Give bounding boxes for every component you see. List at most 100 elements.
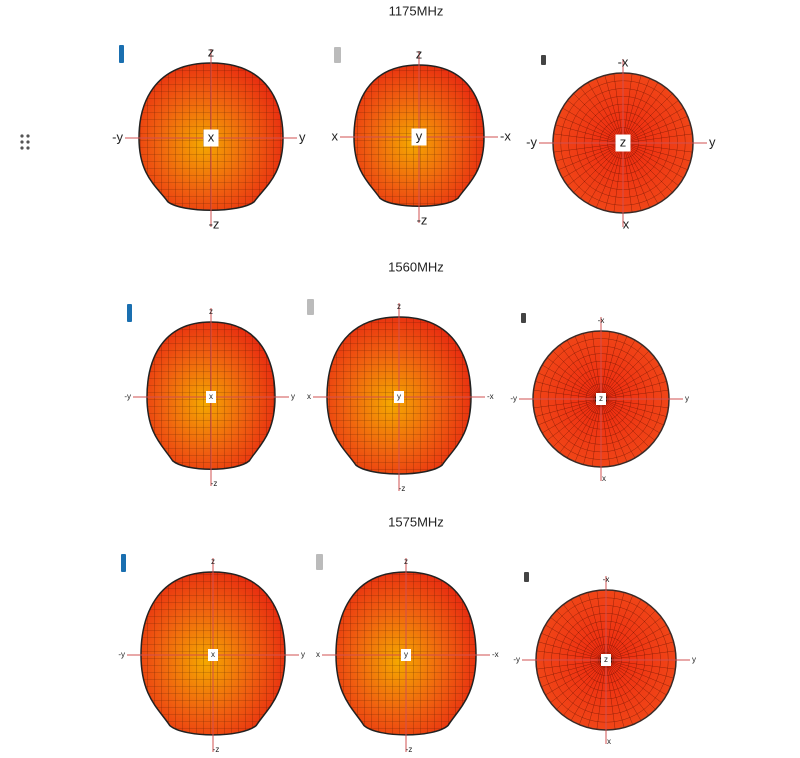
axis-label: -y <box>526 134 537 149</box>
axis-label: -z <box>209 216 220 231</box>
mesh-spoke <box>622 93 673 144</box>
center-box <box>203 129 219 147</box>
axis-label: x <box>602 474 606 483</box>
mesh-spoke <box>600 381 667 400</box>
mesh-spoke <box>622 100 679 144</box>
mesh-spoke <box>566 339 602 400</box>
mesh-spoke <box>605 617 662 661</box>
axis-label: z <box>208 44 215 59</box>
mesh-spoke <box>605 650 676 661</box>
mesh-spoke <box>545 624 607 661</box>
pattern-view: -x x -y y z <box>510 313 689 483</box>
view-icon <box>334 47 341 63</box>
mesh-spoke <box>600 344 643 400</box>
axis-label: -x <box>487 392 494 401</box>
pattern-view: z -z -y y x <box>124 304 295 488</box>
axis-label: y <box>416 128 423 143</box>
axis-label: z <box>604 655 608 664</box>
mesh-spoke <box>622 78 651 144</box>
view-icon <box>121 554 126 572</box>
axis-label: -x <box>603 575 610 584</box>
mesh-spoke <box>605 624 667 661</box>
pattern-view: z -z x -x y <box>332 46 512 227</box>
axis-label: y <box>404 650 408 659</box>
axis-label: x <box>607 737 611 746</box>
mesh-spoke <box>622 82 659 144</box>
view-icon <box>524 572 529 582</box>
mesh-spoke <box>574 398 602 462</box>
pattern-view: z -z x -x y <box>307 299 494 493</box>
pattern-view: -x x -y y z <box>513 572 696 746</box>
axis-label: x <box>211 650 215 659</box>
axis-label: -y <box>124 392 131 401</box>
center-box <box>601 654 611 666</box>
center-box <box>401 649 411 661</box>
mesh-spoke <box>600 398 628 462</box>
mesh-spoke <box>605 659 667 696</box>
mesh-spoke <box>600 398 643 454</box>
axis-label: -x <box>492 650 499 659</box>
axis-label: y <box>291 392 295 401</box>
mesh-spoke <box>533 389 602 400</box>
mesh-spoke <box>605 659 649 716</box>
view-icon <box>541 55 546 65</box>
mesh-spoke <box>605 595 634 661</box>
mesh-spoke <box>622 107 684 144</box>
mesh-spoke <box>622 75 642 144</box>
mesh-spoke <box>559 344 602 400</box>
axis-label: x <box>316 650 320 659</box>
mesh-spoke <box>600 398 636 459</box>
mesh-spoke <box>600 357 656 400</box>
mesh-spoke <box>605 592 625 661</box>
mesh-spoke <box>562 107 624 144</box>
mesh-spoke <box>583 333 602 400</box>
mesh-spoke <box>600 333 619 400</box>
mesh-spoke <box>536 659 607 670</box>
mesh-spoke <box>553 133 624 144</box>
mesh-spoke <box>622 142 666 199</box>
axis-label: -y <box>513 655 520 664</box>
mesh-spoke <box>541 632 607 661</box>
center-box <box>615 134 631 152</box>
mesh-spoke <box>596 590 607 661</box>
axis-label: -x <box>500 128 511 143</box>
mesh-spoke <box>580 87 624 144</box>
center-box <box>208 649 218 661</box>
axis-label: z <box>416 46 423 61</box>
center-box <box>596 393 606 405</box>
mesh-spoke <box>587 82 624 144</box>
mesh-spoke <box>562 142 624 179</box>
mesh-spoke <box>600 372 664 400</box>
view-icon <box>521 313 526 323</box>
mesh-spoke <box>566 398 602 459</box>
mesh-spoke <box>573 142 624 193</box>
mesh-spoke <box>605 641 674 661</box>
axis-label: z <box>211 557 215 566</box>
mesh-spoke <box>541 364 602 400</box>
drag-handle[interactable] <box>20 134 30 150</box>
axis-label: x <box>208 129 215 144</box>
mesh-spoke <box>622 142 693 153</box>
mesh-spoke <box>622 115 688 144</box>
mesh-spoke <box>605 632 671 661</box>
axis-label: -y <box>118 650 125 659</box>
mesh-spoke <box>605 659 616 730</box>
mesh-spoke <box>613 73 624 144</box>
mesh-spoke <box>600 398 611 467</box>
mesh-spoke <box>600 398 661 434</box>
mesh-spoke <box>583 398 602 465</box>
mesh-spoke <box>541 659 607 688</box>
mesh-spoke <box>587 142 624 204</box>
mesh-spoke <box>600 350 650 400</box>
axis-label: -x <box>618 54 629 69</box>
mesh-spoke <box>552 398 602 448</box>
mesh-spoke <box>622 142 691 162</box>
view-icon <box>119 45 124 63</box>
mesh-spoke <box>567 100 624 144</box>
mesh-spoke <box>605 659 642 721</box>
axis-label: y <box>397 392 401 401</box>
axis-label: -x <box>598 316 605 325</box>
mesh-spoke <box>595 78 624 144</box>
mesh-spoke <box>600 398 656 441</box>
mesh-spoke <box>555 124 624 144</box>
